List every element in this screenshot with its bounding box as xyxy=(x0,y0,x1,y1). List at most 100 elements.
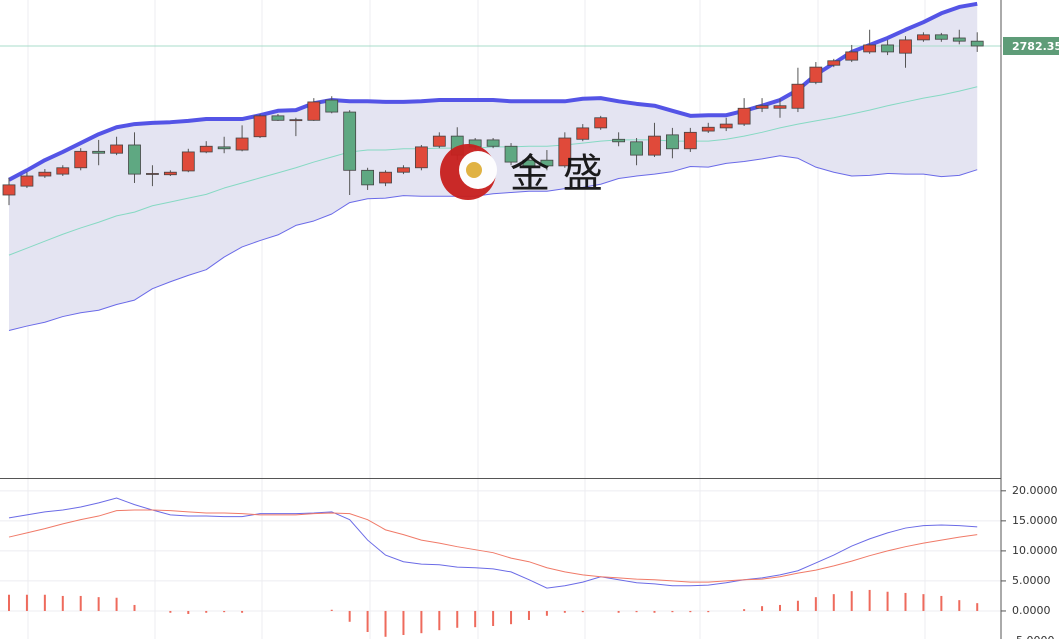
candle-body xyxy=(56,167,70,175)
candle-body xyxy=(630,141,643,156)
histogram-bar xyxy=(581,610,584,613)
candle-body xyxy=(38,171,52,177)
histogram-bar xyxy=(348,610,351,622)
candle-body xyxy=(2,184,16,196)
candle-body xyxy=(612,138,626,143)
candle-body xyxy=(683,131,697,150)
candle-body xyxy=(217,146,231,150)
histogram-bar xyxy=(115,597,118,611)
candle-body xyxy=(414,146,428,169)
histogram-bar xyxy=(527,610,530,620)
candle-body xyxy=(952,37,966,42)
candle-body xyxy=(863,44,877,53)
candle-body xyxy=(20,175,34,187)
candle-body xyxy=(648,135,661,156)
histogram-bar xyxy=(474,610,477,628)
candle-body xyxy=(235,137,249,151)
candle-body xyxy=(917,34,930,41)
histogram-bar xyxy=(653,610,656,613)
histogram-bar xyxy=(8,594,10,611)
histogram-bar xyxy=(366,610,369,632)
histogram-bar xyxy=(743,609,746,611)
histogram-bar xyxy=(43,594,46,611)
y-tick-label: 0.0000 xyxy=(1012,604,1051,617)
histogram-bar xyxy=(384,610,387,637)
candle-body xyxy=(146,173,159,175)
histogram-bar xyxy=(886,591,889,611)
candle-body xyxy=(701,126,715,132)
candle-body xyxy=(325,99,339,113)
histogram-bar xyxy=(868,589,871,611)
candle-body xyxy=(719,123,733,129)
histogram-bar xyxy=(545,610,548,616)
histogram-bar xyxy=(438,610,441,631)
histogram-bar xyxy=(671,610,674,613)
histogram-bar xyxy=(79,595,82,611)
histogram-bar xyxy=(922,594,925,611)
watermark-text: 金 盛 xyxy=(510,151,603,197)
histogram-bar xyxy=(778,604,781,611)
candle-body xyxy=(289,119,303,122)
candle-body xyxy=(199,145,213,153)
y-tick-label: -5.0000 xyxy=(1012,634,1054,639)
histogram-bar xyxy=(456,610,459,628)
candle-body xyxy=(74,150,88,169)
candle-body xyxy=(253,115,267,138)
logo-dot xyxy=(466,162,482,178)
histogram-bar xyxy=(169,610,172,613)
y-tick-label: 5.0000 xyxy=(1012,574,1051,587)
watermark: 金 盛 xyxy=(440,144,603,200)
histogram-bar xyxy=(205,610,208,613)
histogram-bar xyxy=(707,610,710,613)
candle-body xyxy=(110,144,123,154)
y-tick-label: 15.0000 xyxy=(1012,514,1058,527)
candle-body xyxy=(791,83,805,109)
histogram-bar xyxy=(976,603,979,611)
histogram-bar xyxy=(492,610,495,626)
histogram-bar xyxy=(510,610,513,625)
candle-body xyxy=(128,144,141,175)
histogram-bar xyxy=(617,610,620,613)
candle-body xyxy=(970,40,984,47)
histogram-bar xyxy=(187,610,190,614)
macd-panel: 20.0000 15.0000 10.0000 5.0000 0.0000 -5.0000 xyxy=(0,484,1058,639)
histogram-bar xyxy=(241,610,244,613)
histogram-bar xyxy=(61,595,64,611)
candle-body xyxy=(522,159,536,167)
candle-body xyxy=(809,66,823,83)
candle-body xyxy=(307,101,321,121)
histogram-bar xyxy=(814,597,817,611)
histogram-bar xyxy=(97,597,100,611)
candle-body xyxy=(899,39,912,54)
candle-body xyxy=(881,44,894,53)
candle-body xyxy=(934,34,948,40)
candle-body xyxy=(773,105,787,109)
candle-body xyxy=(594,117,608,129)
histogram-bar xyxy=(635,610,638,613)
candle-body xyxy=(558,137,572,167)
candle-body xyxy=(343,111,357,171)
candle-body xyxy=(486,139,500,147)
histogram-bar xyxy=(761,606,764,611)
histogram-bar xyxy=(796,600,799,611)
candle-body xyxy=(827,60,841,66)
histogram-bar xyxy=(563,610,566,613)
candle-body xyxy=(845,51,859,61)
candle-body xyxy=(755,105,769,109)
candle-body xyxy=(432,135,446,147)
histogram-bar xyxy=(958,600,961,611)
histogram-bar xyxy=(832,594,835,611)
histogram-bar xyxy=(133,604,136,611)
candle-body xyxy=(379,171,392,184)
macd-line xyxy=(8,509,978,583)
candle-body xyxy=(504,145,518,163)
histogram-bar xyxy=(689,610,692,613)
macd-line xyxy=(8,497,978,589)
histogram-bar xyxy=(402,610,405,635)
histogram-bar xyxy=(850,591,853,611)
candle-body xyxy=(92,150,106,154)
candle-body xyxy=(540,159,554,167)
candle-body xyxy=(181,151,195,172)
y-tick-label: 20.0000 xyxy=(1012,484,1058,497)
